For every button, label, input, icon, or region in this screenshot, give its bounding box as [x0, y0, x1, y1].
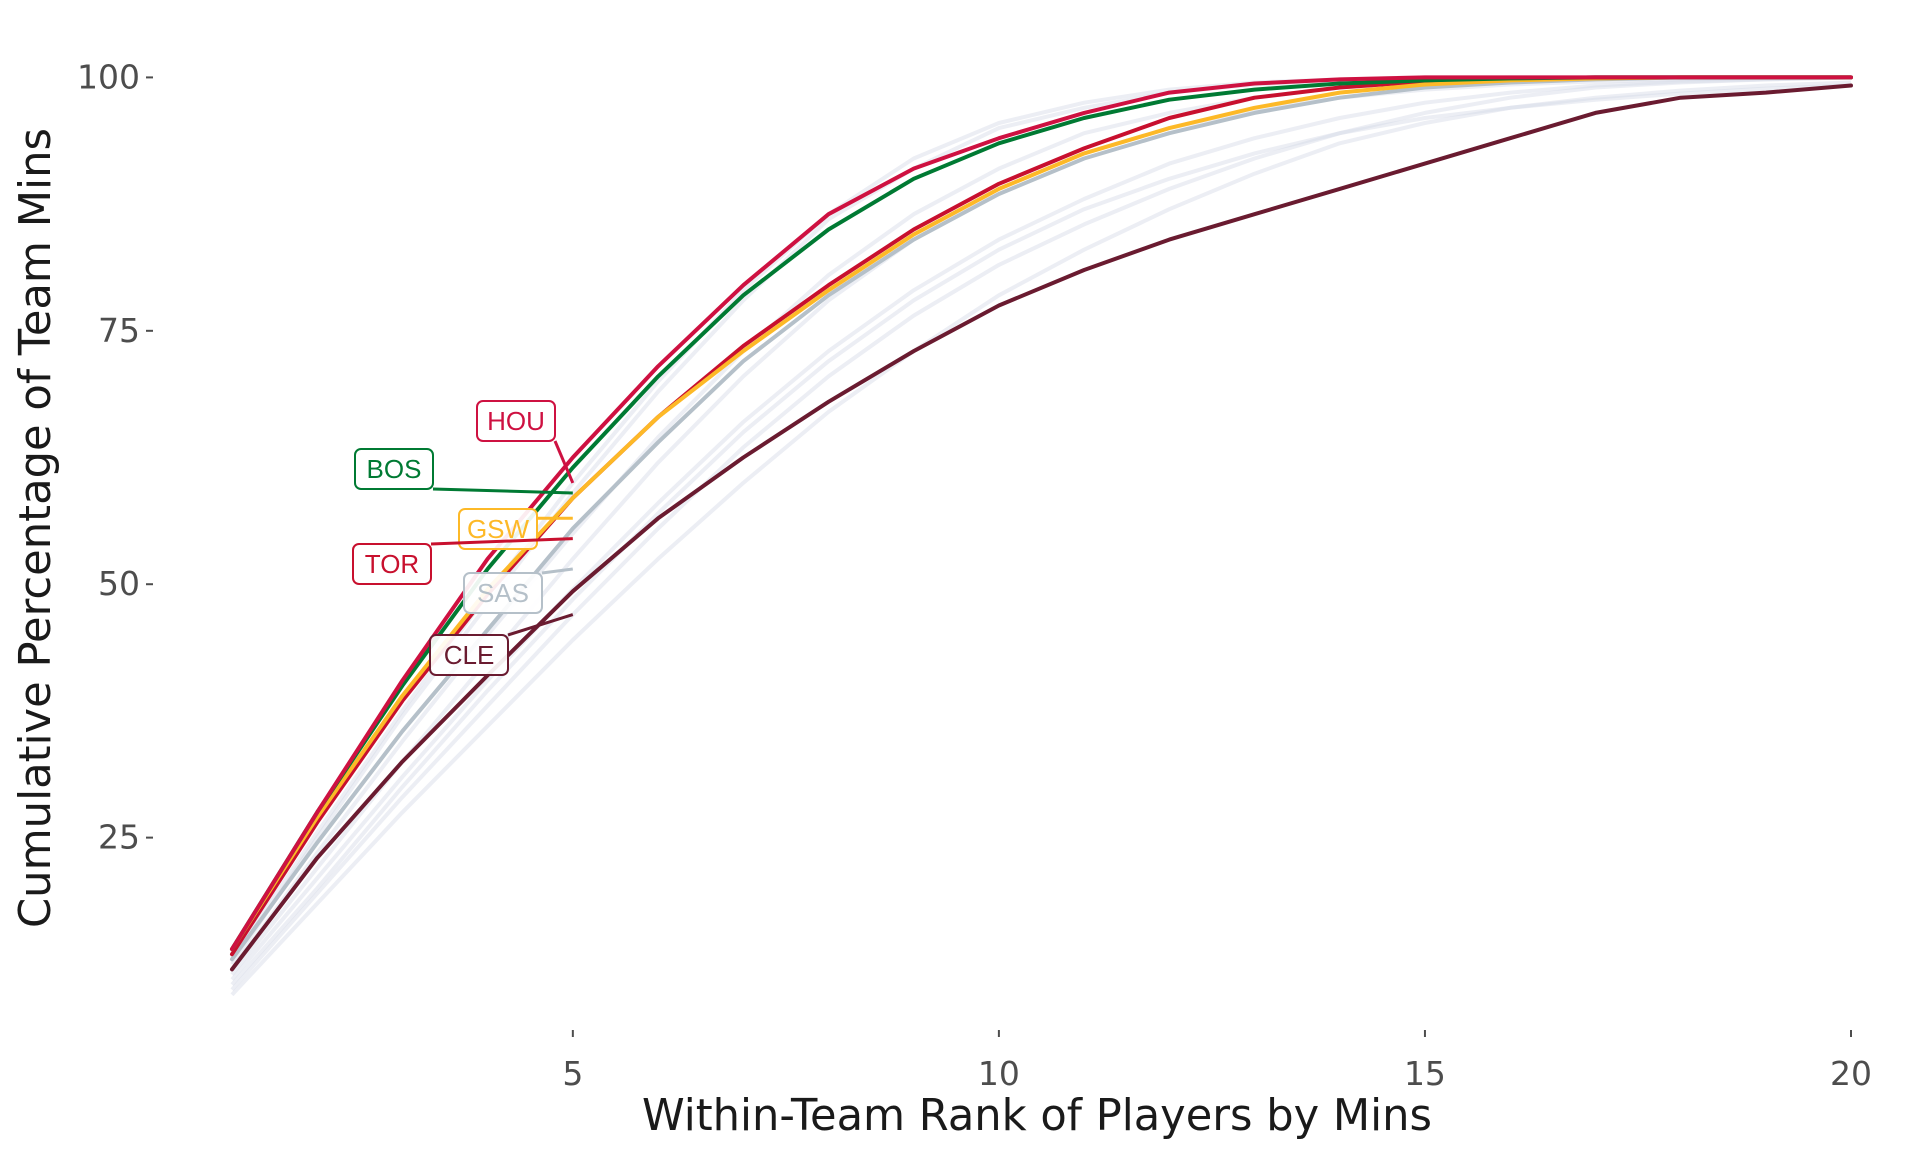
- callout-box-cle: [429, 634, 509, 676]
- callout-label-tor: TOR: [365, 549, 419, 579]
- callout-box-gsw: [458, 508, 538, 550]
- callout-label-sas: SAS: [477, 578, 529, 608]
- callout-group: HOU BOS GSW TOR SAS CLE: [352, 400, 575, 676]
- y-tick-label: 50: [98, 564, 140, 603]
- callout-leader-cle: [507, 613, 574, 637]
- background-series-line-4: [230, 75, 1852, 992]
- callout-box-bos: [354, 448, 434, 490]
- x-tick-label: 5: [562, 1054, 583, 1093]
- callout-leader-bos: [432, 487, 573, 495]
- callout-leader-sas: [541, 567, 573, 575]
- callout-label-bos: BOS: [367, 454, 422, 484]
- background-series-line-5: [230, 80, 1852, 997]
- x-tick-label: 10: [978, 1054, 1020, 1093]
- x-axis-title: Within-Team Rank of Players by Mins: [642, 1090, 1432, 1141]
- callout-label-cle: CLE: [444, 640, 495, 670]
- callout-label-gsw: GSW: [467, 514, 530, 544]
- callout-leader-tor: [430, 537, 573, 546]
- x-axis: 5 10 15 20: [562, 1030, 1872, 1093]
- y-axis-title: Cumulative Percentage of Team Mins: [10, 128, 61, 928]
- callout-box-sas: [463, 572, 543, 614]
- callout-box-hou: [476, 400, 556, 442]
- callout-label-hou: HOU: [487, 406, 545, 436]
- plot-area: HOU BOS GSW TOR SAS CLE: [230, 75, 1853, 997]
- y-axis: 25 50 75 100: [77, 57, 153, 857]
- x-tick-label: 20: [1830, 1054, 1872, 1093]
- callout-box-tor: [352, 543, 432, 585]
- x-tick-label: 15: [1404, 1054, 1446, 1093]
- y-tick-label: 25: [98, 818, 140, 857]
- y-tick-label: 75: [98, 311, 140, 350]
- y-tick-label: 100: [77, 57, 140, 96]
- callout-leader-hou: [553, 440, 575, 484]
